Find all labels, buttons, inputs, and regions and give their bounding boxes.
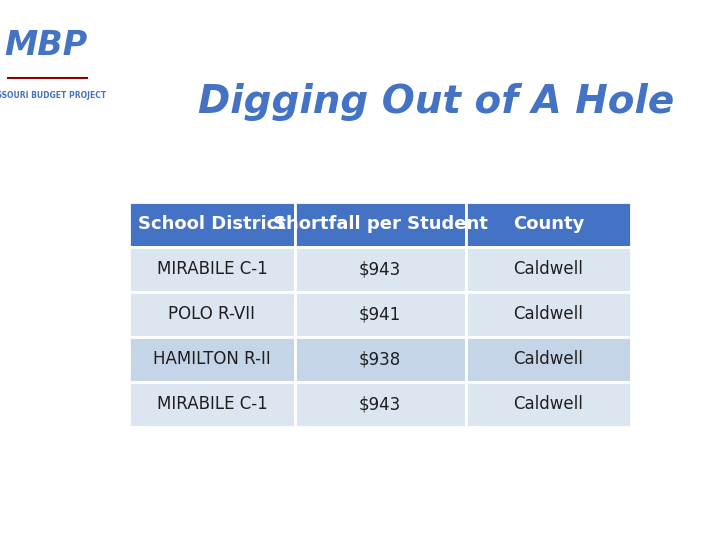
FancyBboxPatch shape [466, 247, 631, 292]
Text: POLO R-VII: POLO R-VII [168, 305, 256, 323]
FancyBboxPatch shape [466, 382, 631, 427]
FancyBboxPatch shape [294, 382, 466, 427]
Text: County: County [513, 215, 584, 233]
Text: Caldwell: Caldwell [513, 350, 583, 368]
FancyBboxPatch shape [129, 247, 294, 292]
FancyBboxPatch shape [294, 247, 466, 292]
FancyBboxPatch shape [294, 202, 466, 247]
Text: Shortfall per Student: Shortfall per Student [273, 215, 487, 233]
FancyBboxPatch shape [129, 292, 294, 337]
Text: Digging Out of A Hole: Digging Out of A Hole [198, 83, 674, 121]
FancyBboxPatch shape [129, 202, 294, 247]
Text: HAMILTON R-II: HAMILTON R-II [153, 350, 271, 368]
Text: $938: $938 [359, 350, 401, 368]
Text: Caldwell: Caldwell [513, 395, 583, 413]
Text: MIRABILE C-1: MIRABILE C-1 [156, 395, 267, 413]
Text: MBP: MBP [4, 29, 88, 62]
Text: School District: School District [138, 215, 286, 233]
FancyBboxPatch shape [129, 337, 294, 382]
Text: Caldwell: Caldwell [513, 305, 583, 323]
Text: $943: $943 [359, 260, 401, 279]
Text: MISSOURI BUDGET PROJECT: MISSOURI BUDGET PROJECT [0, 91, 107, 99]
Text: MIRABILE C-1: MIRABILE C-1 [156, 260, 267, 279]
Text: Caldwell: Caldwell [513, 260, 583, 279]
Text: $941: $941 [359, 305, 401, 323]
FancyBboxPatch shape [294, 337, 466, 382]
FancyBboxPatch shape [294, 292, 466, 337]
FancyBboxPatch shape [466, 202, 631, 247]
FancyBboxPatch shape [466, 292, 631, 337]
FancyBboxPatch shape [129, 382, 294, 427]
FancyBboxPatch shape [466, 337, 631, 382]
Text: $943: $943 [359, 395, 401, 413]
